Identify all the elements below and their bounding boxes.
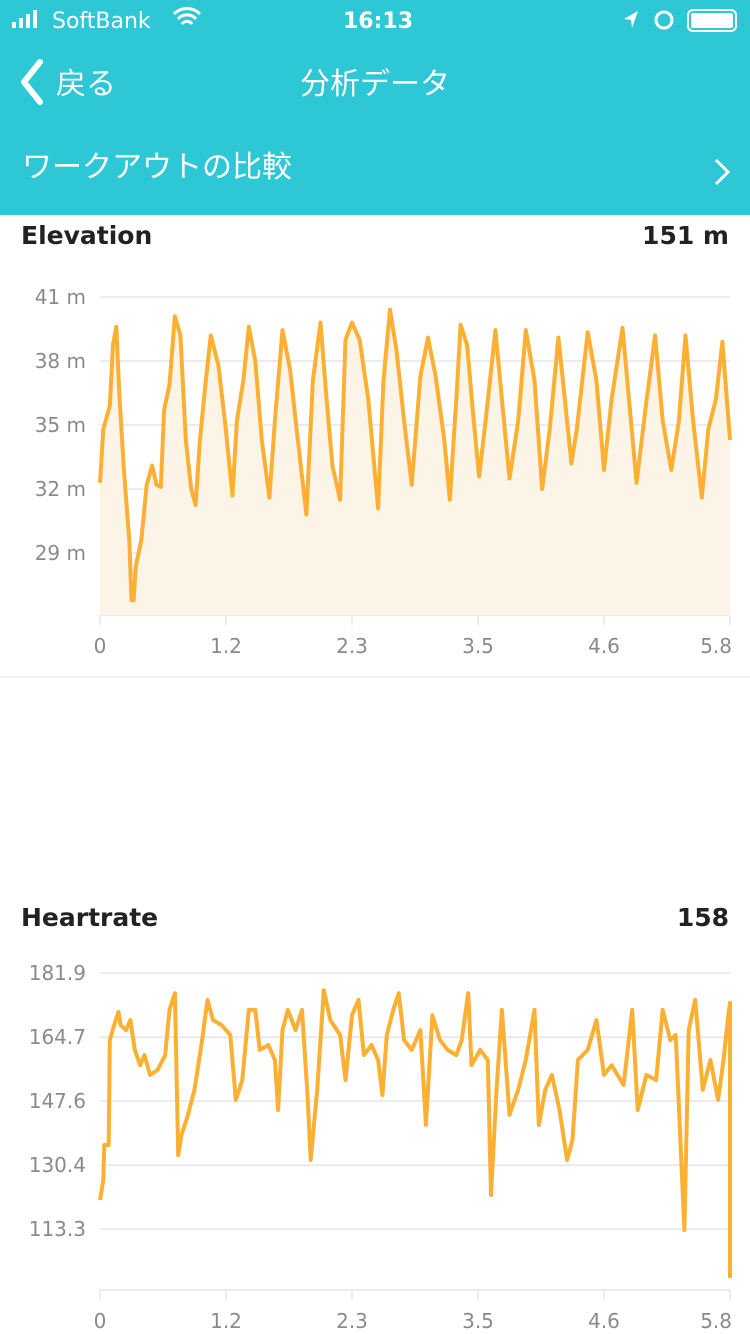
x-tick-label: 1.2 — [210, 1309, 242, 1333]
clock: 16:13 — [343, 9, 413, 34]
y-tick-label: 113.3 — [29, 1217, 86, 1241]
x-tick-label: 5.8 — [700, 634, 732, 658]
x-tick-label: 3.5 — [462, 1309, 494, 1333]
y-tick-label: 164.7 — [29, 1025, 86, 1049]
location-icon — [624, 11, 638, 28]
x-tick-label: 2.3 — [336, 634, 368, 658]
y-tick-label: 38 m — [35, 349, 86, 373]
wifi-icon — [172, 7, 202, 26]
back-chevron[interactable] — [21, 59, 43, 105]
nav-title: 分析データ — [300, 67, 450, 102]
row-chevron[interactable] — [714, 158, 731, 186]
chart-summary: 158 — [677, 903, 729, 932]
x-tick-label: 0 — [94, 634, 107, 658]
y-tick-label: 130.4 — [29, 1153, 86, 1177]
compare-row[interactable]: ワークアウトの比較 — [22, 150, 292, 185]
line — [98, 307, 732, 603]
header-bg — [0, 0, 750, 215]
y-tick-label: 181.9 — [29, 961, 86, 985]
line — [98, 988, 732, 1278]
y-tick-label: 29 m — [35, 541, 86, 565]
battery-icon — [687, 9, 737, 32]
x-tick-label: 5.8 — [700, 1309, 732, 1333]
x-tick-label: 3.5 — [462, 634, 494, 658]
carrier: SoftBank — [52, 9, 151, 34]
back-button[interactable]: 戻る — [56, 67, 116, 102]
x-tick-label: 0 — [94, 1309, 107, 1333]
x-tick-label: 2.3 — [336, 1309, 368, 1333]
y-tick-label: 32 m — [35, 477, 86, 501]
y-tick-label: 41 m — [35, 285, 86, 309]
chart-title: Heartrate — [21, 903, 158, 932]
y-tick-label: 147.6 — [29, 1089, 86, 1113]
chart-summary: 151 m — [642, 221, 729, 250]
battery-level — [691, 13, 733, 28]
y-tick-label: 35 m — [35, 413, 86, 437]
x-tick-label: 4.6 — [588, 634, 620, 658]
signal-icon — [12, 10, 37, 28]
x-tick-label: 1.2 — [210, 634, 242, 658]
x-tick-label: 4.6 — [588, 1309, 620, 1333]
chart-title: Elevation — [21, 221, 152, 250]
alarm-icon — [654, 10, 674, 30]
